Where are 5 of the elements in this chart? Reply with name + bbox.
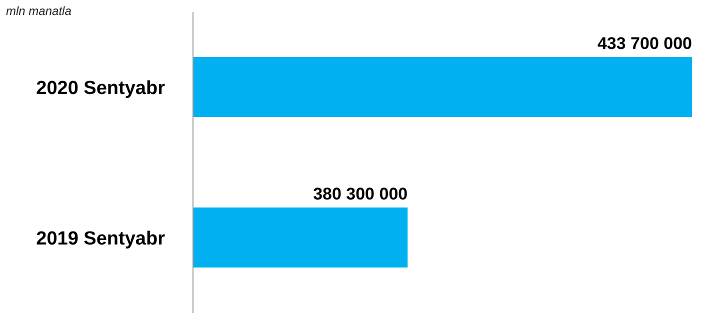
y-tick-label: 2020 Sentyabr [36,78,166,99]
y-tick-label: 2019 Sentyabr [36,228,166,250]
text: mln manatla [6,4,72,18]
data-label: 433 700 000 [597,34,692,53]
data-label: 380 300 000 [313,184,408,204]
